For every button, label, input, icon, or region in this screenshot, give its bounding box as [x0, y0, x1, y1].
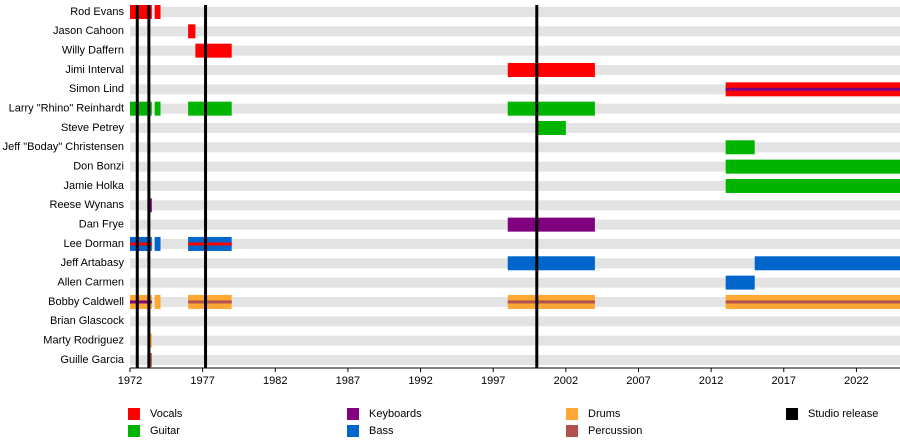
- legend-label: Vocals: [150, 408, 183, 420]
- role-stripe: [725, 87, 900, 91]
- row-band: [130, 335, 900, 346]
- role-bar: [154, 5, 161, 19]
- x-tick-label: 2012: [699, 375, 723, 387]
- row-band: [130, 84, 900, 95]
- legend-label: Percussion: [588, 425, 642, 437]
- row-band: [130, 161, 900, 172]
- member-label: Jamie Holka: [63, 180, 124, 192]
- legend-swatch: [566, 425, 578, 437]
- role-bar: [725, 159, 900, 174]
- legend-swatch: [128, 425, 140, 437]
- role-stripe: [130, 300, 152, 304]
- legend-swatch: [347, 408, 359, 420]
- x-tick-label: 1977: [190, 375, 214, 387]
- member-label: Simon Lind: [69, 83, 124, 95]
- legend-swatch: [128, 408, 140, 420]
- row-band: [130, 238, 900, 249]
- row-band: [130, 122, 900, 133]
- legend-swatch: [347, 425, 359, 437]
- role-stripe: [188, 300, 232, 304]
- role-bar: [507, 101, 595, 116]
- x-tick-label: 1972: [118, 375, 142, 387]
- member-label: Marty Rodriguez: [43, 335, 124, 347]
- member-label: Bobby Caldwell: [48, 296, 124, 308]
- role-bar: [130, 5, 152, 19]
- role-bar: [725, 275, 755, 290]
- member-label: Jeff Artabasy: [61, 257, 125, 269]
- row-band: [130, 45, 900, 56]
- row-band: [130, 7, 900, 17]
- member-label: Dan Frye: [79, 219, 124, 231]
- row-band: [130, 354, 900, 365]
- member-label: Jeff "Boday" Christensen: [3, 141, 124, 153]
- role-bar: [188, 24, 196, 39]
- role-bar: [195, 43, 232, 58]
- x-tick-label: 2017: [772, 375, 796, 387]
- row-band: [130, 180, 900, 191]
- role-bar: [725, 178, 900, 193]
- row-band: [130, 142, 900, 153]
- legend-label: Drums: [588, 408, 621, 420]
- legend-label: Studio release: [808, 408, 878, 420]
- member-label: Steve Petrey: [61, 122, 124, 134]
- member-label: Brian Glascock: [50, 315, 124, 327]
- role-bar: [188, 101, 232, 116]
- role-stripe: [725, 300, 900, 304]
- x-tick-label: 2002: [554, 375, 578, 387]
- role-stripe: [188, 242, 232, 246]
- legend-label: Guitar: [150, 425, 180, 437]
- x-tick-label: 1987: [336, 375, 360, 387]
- x-tick-label: 2007: [626, 375, 650, 387]
- row-band: [130, 26, 900, 37]
- role-bar: [725, 140, 755, 155]
- x-tick-label: 1992: [408, 375, 432, 387]
- member-label: Larry "Rhino" Reinhardt: [9, 103, 124, 115]
- legend-label: Keyboards: [369, 408, 422, 420]
- x-tick-label: 1982: [263, 375, 287, 387]
- member-label: Guille Garcia: [60, 354, 124, 366]
- row-band: [130, 316, 900, 327]
- role-bar: [536, 120, 566, 135]
- member-label: Allen Carmen: [57, 277, 124, 289]
- role-bar: [154, 294, 161, 309]
- role-bar: [507, 62, 595, 77]
- legend-swatch: [786, 408, 798, 420]
- role-bar: [754, 256, 900, 271]
- legend-swatch: [566, 408, 578, 420]
- member-label: Jason Cahoon: [53, 25, 124, 37]
- role-stripe: [130, 242, 152, 246]
- legend-label: Bass: [369, 425, 394, 437]
- x-tick-label: 2022: [844, 375, 868, 387]
- role-bar: [154, 101, 161, 116]
- member-label: Lee Dorman: [63, 238, 124, 250]
- member-label: Willy Daffern: [62, 45, 124, 57]
- row-band: [130, 200, 900, 211]
- role-bar: [507, 256, 595, 271]
- member-label: Jimi Interval: [65, 64, 124, 76]
- x-tick-label: 1997: [481, 375, 505, 387]
- role-bar: [130, 101, 152, 116]
- role-bar: [154, 236, 161, 251]
- member-label: Rod Evans: [70, 6, 124, 18]
- row-band: [130, 277, 900, 288]
- role-stripe: [507, 300, 595, 304]
- role-bar: [507, 217, 595, 232]
- member-label: Reese Wynans: [50, 199, 125, 211]
- member-label: Don Bonzi: [73, 161, 124, 173]
